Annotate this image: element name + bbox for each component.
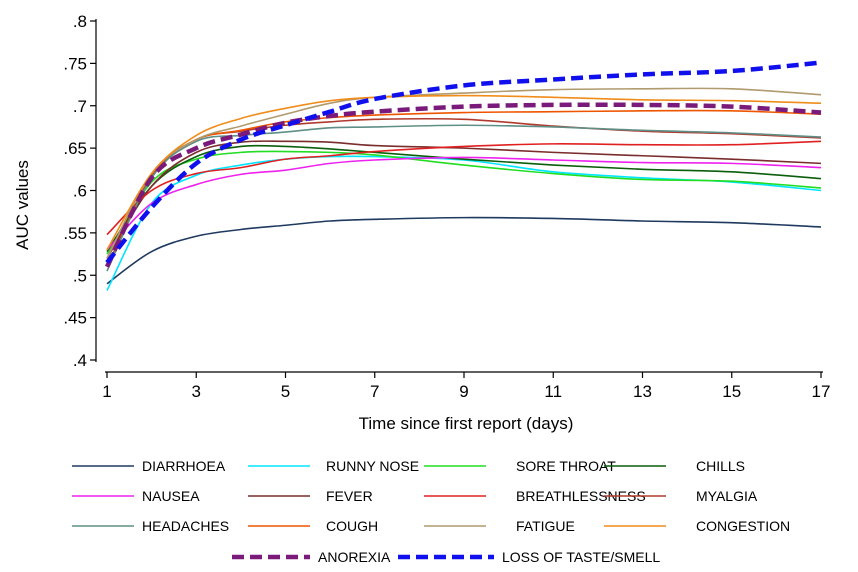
series-line-fever (106, 140, 822, 259)
y-tick-label: .55 (63, 224, 87, 243)
legend-label-breathlessness: BREATHLESSNESS (516, 488, 646, 504)
y-tick-label: .75 (63, 54, 87, 73)
legend-label-myalgia: MYALGIA (696, 488, 758, 504)
legend-label-loss-of-taste-smell: LOSS OF TASTE/SMELL (502, 549, 660, 565)
x-tick-label: 5 (281, 382, 290, 401)
x-tick-label: 15 (722, 382, 741, 401)
legend-label-diarrhoea: DIARRHOEA (142, 458, 226, 474)
y-tick-label: .45 (63, 309, 87, 328)
legend-label-cough: COUGH (326, 518, 378, 534)
axes-layer: .4.45.5.55.6.65.7.75.81 3 5 7 9 11 13 15 17 (63, 12, 830, 401)
series-line-breathlessness (106, 140, 822, 236)
y-tick-label: .5 (73, 266, 87, 285)
series-line-runny-nose (106, 155, 822, 291)
x-tick-label: 1 (102, 382, 111, 401)
legend-label-fever: FEVER (326, 488, 373, 504)
legend-label-runny-nose: RUNNY NOSE (326, 458, 419, 474)
series-line-nausea (106, 156, 822, 251)
x-tick-label: 13 (633, 382, 652, 401)
y-tick-label: .4 (73, 351, 87, 370)
series-line-chills (106, 144, 822, 252)
x-axis-title: Time since first report (days) (359, 414, 574, 433)
y-tick-label: .7 (73, 97, 87, 116)
legend-label-sore-throat: SORE THROAT (516, 458, 616, 474)
legend-label-headaches: HEADACHES (142, 518, 229, 534)
y-axis-title: AUC values (13, 160, 32, 250)
legend-label-anorexia: ANOREXIA (318, 549, 391, 565)
legend-label-chills: CHILLS (696, 458, 745, 474)
legend: DIARRHOEA RUNNY NOSE SORE THROAT CHILLS NAUS… (72, 458, 790, 565)
legend-label-nausea: NAUSEA (142, 488, 200, 504)
legend-label-fatigue: FATIGUE (516, 518, 575, 534)
y-tick-label: .65 (63, 139, 87, 158)
y-tick-label: .8 (73, 12, 87, 31)
x-tick-label: 7 (370, 382, 379, 401)
x-tick-label: 17 (812, 382, 831, 401)
series-line-anorexia (104, 102, 822, 268)
series-line-diarrhoea (106, 216, 822, 285)
x-tick-label: 3 (192, 382, 201, 401)
lines-layer (104, 60, 822, 291)
x-tick-label: 9 (459, 382, 468, 401)
series-line-sore-throat (106, 150, 822, 255)
series-line-loss-of-taste-smell (105, 60, 822, 264)
series-line-headaches (106, 124, 822, 272)
y-tick-label: .6 (73, 182, 87, 201)
x-tick-label: 11 (544, 382, 562, 401)
legend-label-congestion: CONGESTION (696, 518, 790, 534)
